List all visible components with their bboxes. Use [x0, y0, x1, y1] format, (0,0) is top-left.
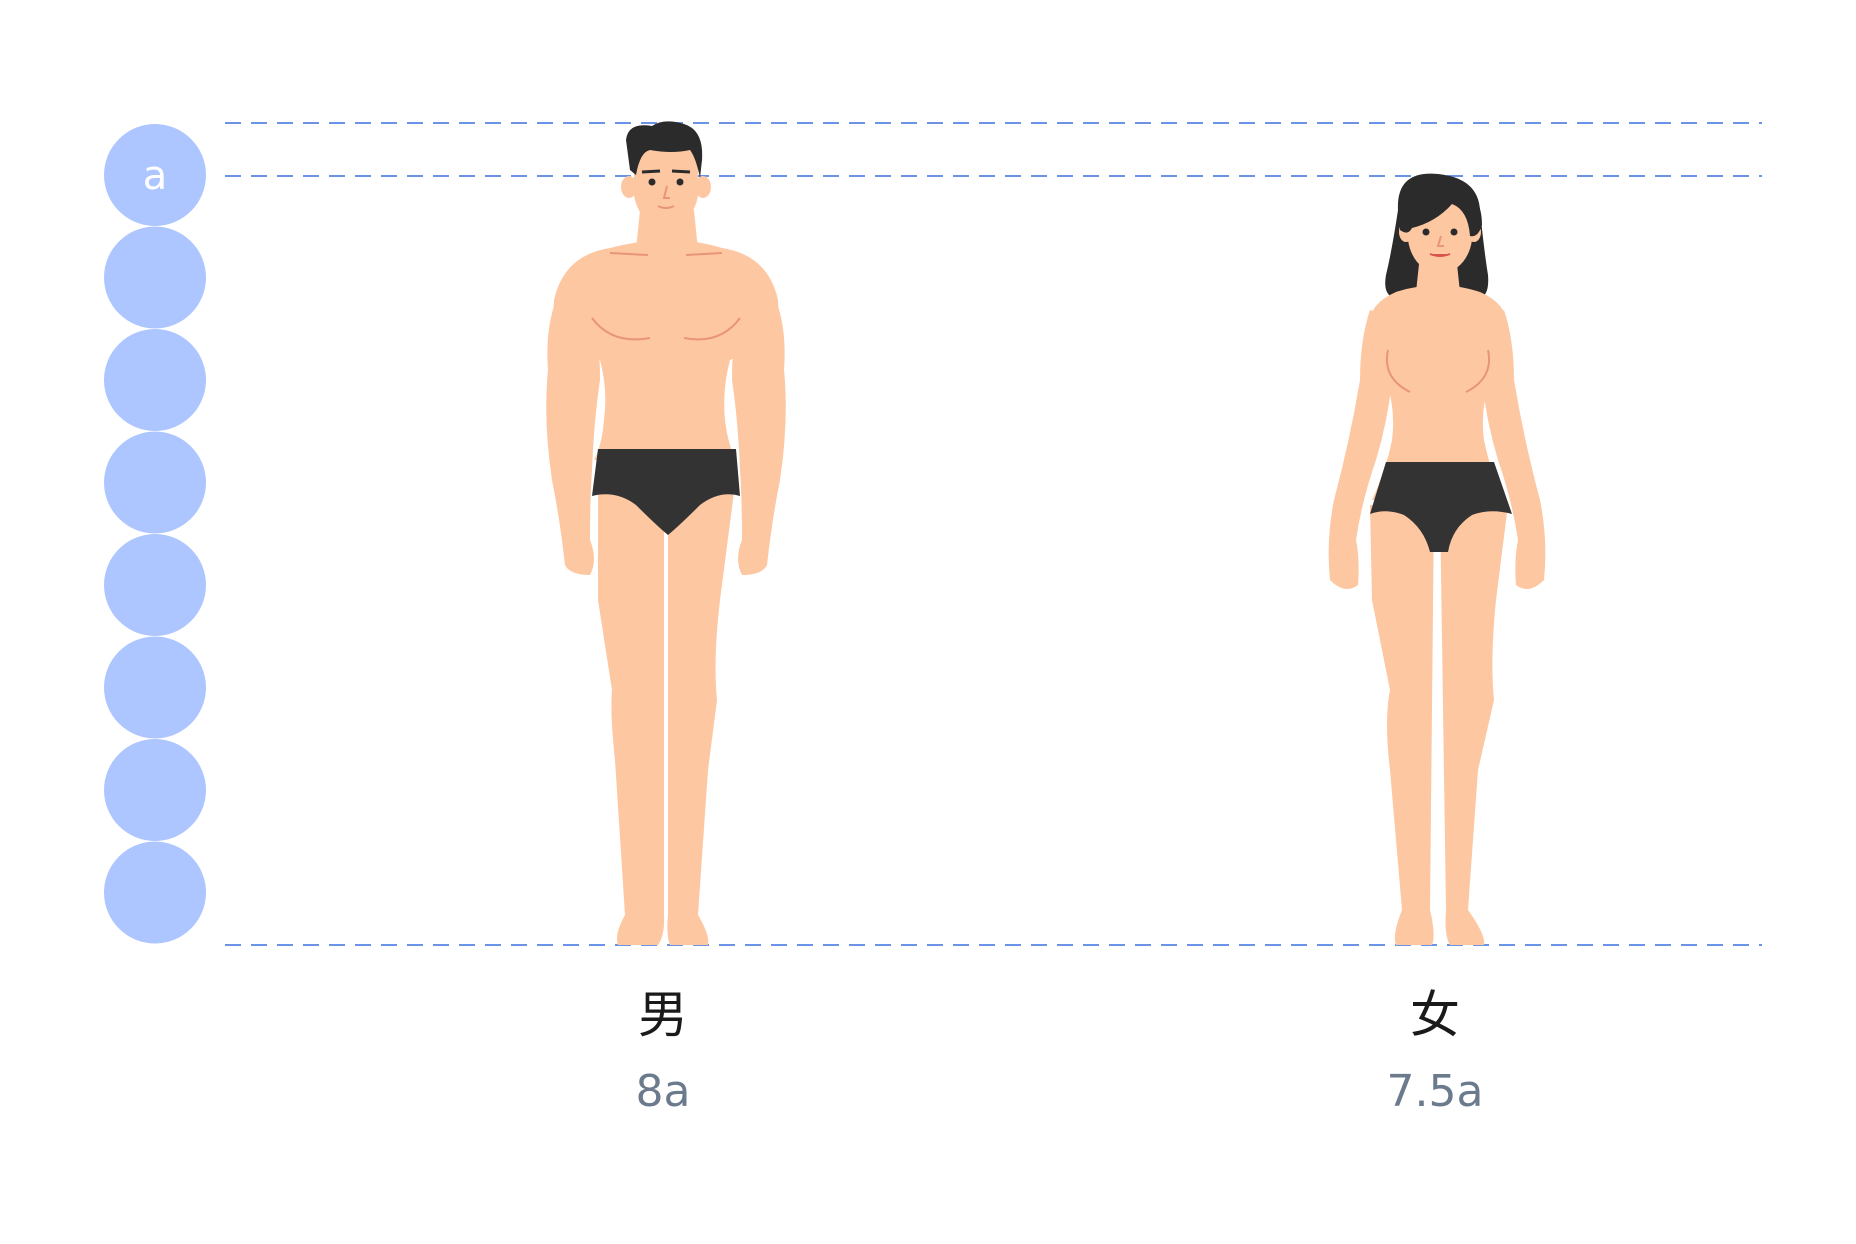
head-unit-circle: [104, 431, 206, 534]
head-unit-circle: [104, 636, 206, 739]
female-right-eye: [1450, 228, 1458, 236]
female-hair-front: [1399, 180, 1482, 237]
female-right-leg: [1440, 505, 1508, 945]
male-right-ear: [695, 176, 711, 198]
male-eyebrow: [671, 169, 691, 174]
head-unit-scale: a: [104, 124, 206, 944]
figure-gender-label: 女: [1410, 986, 1460, 1044]
male-collar-line: [609, 252, 649, 256]
guide-lines: [225, 122, 1762, 946]
male-eyebrow: [641, 169, 661, 174]
male-left-ear: [621, 176, 637, 198]
male-left-arm: [546, 300, 600, 575]
figure-ratio-label: 7.5a: [1386, 1066, 1484, 1117]
male-mouth: [657, 205, 675, 209]
female-figure: [1328, 173, 1546, 945]
head-unit-circle: [104, 124, 206, 226]
head-unit-circle: [104, 534, 206, 636]
head-unit-circle: [104, 329, 206, 431]
male-figure: [546, 121, 786, 945]
male-right-eye: [676, 178, 684, 186]
head-unit-circle: [104, 739, 206, 841]
head-unit-circle: [104, 226, 206, 329]
male-collar-line: [685, 252, 723, 256]
male-right-arm: [732, 300, 786, 575]
female-torso: [1369, 285, 1507, 500]
male-torso: [553, 240, 779, 460]
female-mouth: [1429, 253, 1451, 257]
female-underwear: [1370, 462, 1512, 552]
female-left-arm: [1328, 310, 1396, 589]
figure-ratio-label: 8a: [635, 1066, 691, 1117]
male-left-leg: [598, 492, 665, 945]
female-nose: [1436, 235, 1444, 247]
head-unit-circle: [104, 841, 206, 944]
male-hair: [626, 121, 703, 178]
male-left-eye: [648, 178, 656, 186]
head-unit-label: a: [143, 153, 168, 199]
figure-gender-label: 男: [638, 986, 688, 1044]
female-right-arm: [1478, 310, 1546, 589]
male-face: [634, 138, 698, 230]
male-chest-line: [683, 317, 741, 341]
male-chest-line: [591, 317, 651, 341]
female-left-leg: [1370, 505, 1434, 945]
female-chest-line: [1465, 349, 1490, 393]
female-left-eye: [1422, 228, 1430, 236]
female-chest-line: [1386, 349, 1411, 393]
male-nose: [662, 185, 670, 199]
male-right-leg: [667, 492, 734, 945]
male-underwear: [592, 449, 740, 535]
